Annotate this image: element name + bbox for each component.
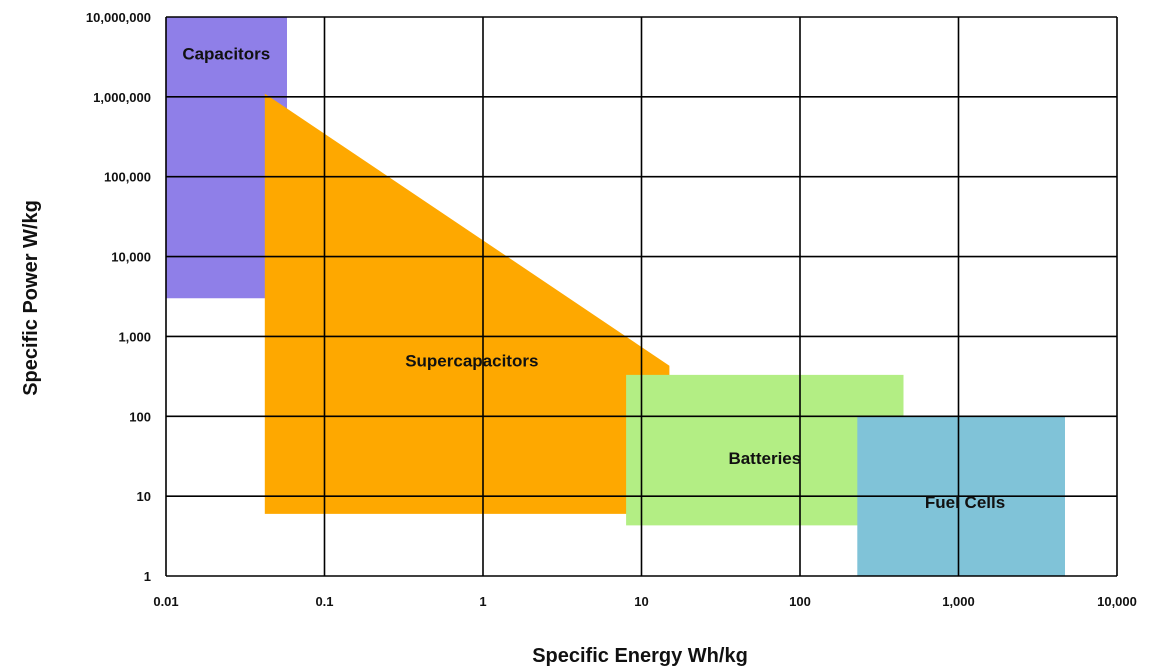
y-tick-label: 1,000,000 (93, 90, 151, 105)
region-batteries (626, 374, 904, 526)
x-axis-label: Specific Energy Wh/kg (532, 645, 748, 667)
y-tick-label: 10 (137, 489, 151, 504)
chart-regions (166, 17, 1065, 576)
x-tick-label: 1,000 (942, 594, 975, 609)
y-tick-label: 100,000 (104, 170, 151, 185)
x-tick-label: 10,000 (1097, 594, 1137, 609)
y-axis-label: Specific Power W/kg (20, 200, 42, 396)
y-tick-label: 100 (129, 409, 151, 424)
region-labels: Capacitors Supercapacitors Batteries Fuel C… (182, 44, 1005, 511)
region-capacitors (166, 17, 287, 299)
region-label-batteries: Batteries (728, 449, 801, 468)
region-label-fuel-cells: Fuel Cells (925, 493, 1005, 512)
region-supercapacitors (264, 93, 670, 514)
x-tick-label: 1 (479, 594, 486, 609)
y-axis-ticks: 1 10 100 1,000 10,000 100,000 1,000,000 10,000,… (86, 10, 151, 584)
x-tick-label: 0.1 (315, 594, 333, 609)
region-label-supercapacitors: Supercapacitors (405, 351, 538, 370)
y-tick-label: 10,000 (111, 250, 151, 265)
x-tick-label: 100 (789, 594, 811, 609)
x-axis-ticks: 0.01 0.1 1 10 100 1,000 10,000 (153, 594, 1137, 609)
region-label-capacitors: Capacitors (182, 44, 270, 63)
y-tick-label: 1 (144, 569, 151, 584)
y-tick-label: 10,000,000 (86, 10, 151, 25)
chart-grid (165, 16, 1118, 577)
x-tick-label: 10 (634, 594, 648, 609)
y-tick-label: 1,000 (118, 329, 151, 344)
x-tick-label: 0.01 (153, 594, 178, 609)
